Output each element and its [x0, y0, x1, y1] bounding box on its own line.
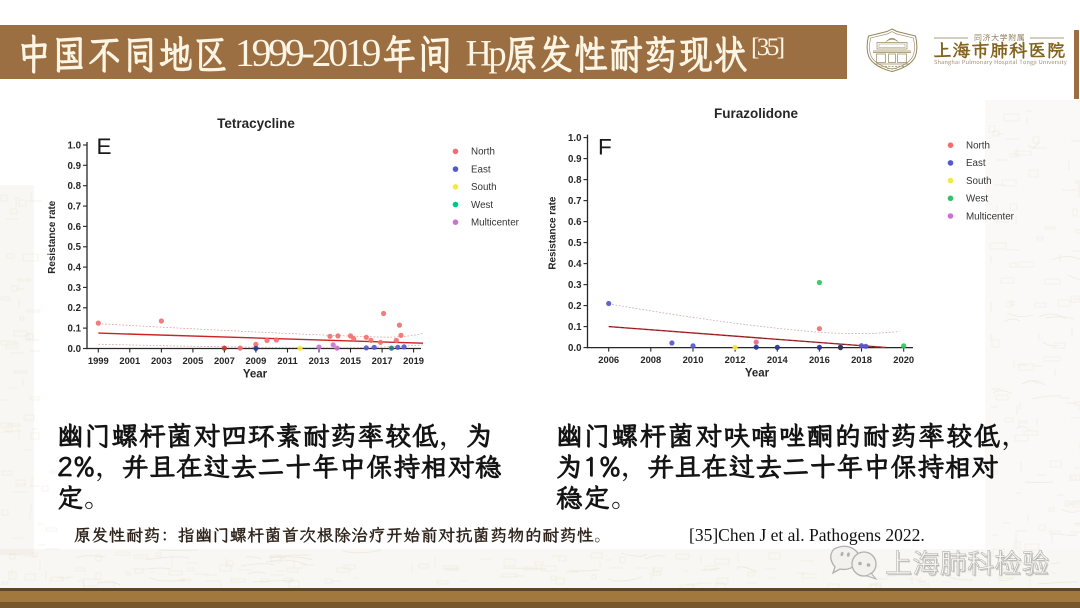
svg-text:2012: 2012 — [725, 354, 746, 365]
svg-text:2003: 2003 — [151, 355, 172, 366]
svg-text:Hp: Hp — [466, 32, 506, 73]
svg-text:0.4: 0.4 — [68, 263, 82, 274]
svg-text:Resistance rate: Resistance rate — [47, 200, 58, 274]
svg-text:Multicenter: Multicenter — [471, 218, 520, 229]
svg-text:East: East — [471, 164, 491, 175]
svg-text:Multicenter: Multicenter — [966, 211, 1015, 222]
svg-text:1999: 1999 — [88, 355, 109, 366]
svg-text:2006: 2006 — [598, 354, 619, 365]
svg-text:1.0: 1.0 — [568, 133, 581, 144]
svg-text:2017: 2017 — [372, 355, 393, 366]
svg-text:0.1: 0.1 — [568, 322, 582, 333]
svg-text:2016: 2016 — [809, 354, 830, 365]
svg-text:2020: 2020 — [893, 354, 914, 365]
svg-text:0.8: 0.8 — [568, 175, 582, 186]
svg-text:Year: Year — [745, 368, 770, 380]
svg-text:0.9: 0.9 — [568, 154, 582, 165]
svg-text:2001: 2001 — [119, 355, 140, 366]
svg-text:East: East — [966, 158, 986, 169]
svg-text:0.3: 0.3 — [68, 283, 82, 294]
svg-text:[35]Chen J et al. Pathogens 20: [35]Chen J et al. Pathogens 2022. — [689, 525, 925, 545]
svg-text:West: West — [966, 194, 988, 205]
svg-text:2007: 2007 — [214, 355, 235, 366]
svg-text:0.2: 0.2 — [568, 301, 581, 312]
svg-text:1.0: 1.0 — [68, 140, 81, 151]
svg-text:0.8: 0.8 — [68, 181, 82, 192]
svg-text:0.7: 0.7 — [568, 196, 581, 207]
svg-text:Year: Year — [243, 369, 268, 381]
svg-text:2010: 2010 — [683, 354, 704, 365]
svg-text:2013: 2013 — [309, 355, 330, 366]
svg-text:E: E — [97, 134, 112, 159]
svg-text:[35]: [35] — [751, 32, 784, 61]
svg-text:0.4: 0.4 — [568, 259, 582, 270]
svg-text:2015: 2015 — [340, 355, 361, 366]
svg-text:Tetracycline: Tetracycline — [217, 116, 295, 131]
svg-text:0.6: 0.6 — [568, 217, 582, 228]
svg-text:2005: 2005 — [182, 355, 203, 366]
svg-text:South: South — [471, 182, 497, 193]
svg-text:Resistance rate: Resistance rate — [548, 196, 559, 270]
svg-text:F: F — [598, 135, 612, 160]
svg-text:2011: 2011 — [277, 355, 297, 366]
svg-text:South: South — [966, 176, 992, 187]
svg-text:2009: 2009 — [245, 355, 266, 366]
svg-text:0.7: 0.7 — [68, 202, 81, 213]
svg-text:0.3: 0.3 — [568, 280, 582, 291]
svg-text:0.0: 0.0 — [568, 343, 581, 354]
svg-text:0.5: 0.5 — [568, 238, 582, 249]
svg-text:0.2: 0.2 — [68, 303, 81, 314]
svg-text:North: North — [966, 141, 990, 152]
svg-text:1999-2019: 1999-2019 — [235, 30, 381, 74]
svg-text:2014: 2014 — [767, 354, 789, 365]
svg-text:Furazolidone: Furazolidone — [714, 106, 798, 121]
svg-text:0.9: 0.9 — [68, 161, 82, 172]
svg-text:0.1: 0.1 — [68, 324, 82, 335]
svg-text:0.6: 0.6 — [68, 222, 82, 233]
svg-text:2008: 2008 — [640, 354, 661, 365]
svg-text:2019: 2019 — [403, 355, 424, 366]
svg-text:0.5: 0.5 — [68, 242, 82, 253]
svg-text:2018: 2018 — [851, 354, 872, 365]
svg-text:West: West — [471, 200, 493, 211]
svg-text:North: North — [471, 147, 495, 158]
svg-text:0.0: 0.0 — [68, 344, 81, 355]
